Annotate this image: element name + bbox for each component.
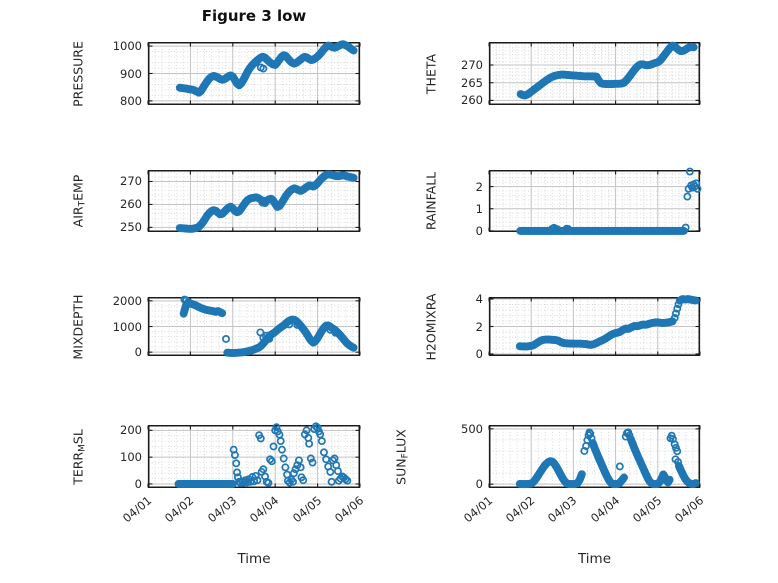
pressure-plot-area	[147, 40, 361, 105]
y-tick-label: 200	[120, 423, 142, 438]
y-tick-label: 4	[475, 292, 483, 307]
sunflux-ylabel: SUNFLUX	[393, 428, 411, 485]
y-tick-label: 260	[461, 93, 483, 108]
y-tick-label: 500	[461, 421, 483, 436]
h2omixra-plot-area	[488, 295, 701, 356]
airtemp-ylabel: AIRTEMP	[70, 174, 88, 228]
airtemp-plot-area	[147, 170, 361, 233]
y-tick-label: 2	[475, 319, 483, 334]
subplot-airtemp: AIRTEMP 250 260 270	[71, 170, 361, 234]
y-tick-label: 900	[120, 66, 142, 81]
subplot-theta: THETA 260 265 270	[424, 41, 701, 107]
x-axis-label-right: Time	[577, 551, 612, 567]
y-tick-label: 250	[120, 220, 142, 235]
y-tick-label: 1	[475, 201, 483, 216]
y-tick-label: 1000	[112, 319, 142, 334]
y-tick-label: 0	[475, 477, 483, 492]
x-axis-label-left: Time	[237, 551, 271, 567]
rainfall-plot-area	[488, 167, 702, 235]
y-tick-label: 1000	[112, 39, 142, 54]
mixdepth-ylabel: MIXDEPTH	[70, 293, 86, 360]
y-tick-label: 0	[134, 345, 142, 360]
y-tick-label: 0	[475, 346, 483, 361]
y-tick-label: 265	[461, 75, 483, 90]
terrmsl-plot-area	[147, 422, 361, 488]
subplot-terrmsl: TERRMSL 0 100 200 04/01 04/02 04/03 04/04 04/05…	[71, 422, 366, 525]
y-tick-label: 2	[475, 179, 483, 194]
sunflux-plot-area	[488, 425, 701, 489]
y-tick-label: 270	[461, 58, 483, 72]
subplot-mixdepth: MIXDEPTH 0 1000 2000	[71, 294, 361, 359]
terrmsl-ylabel: TERRMSL	[70, 428, 88, 485]
theta-plot-area	[488, 41, 701, 105]
subplot-pressure: PRESSURE 800 900 1000	[71, 39, 361, 108]
y-tick-label: 800	[120, 93, 142, 108]
y-tick-label: 270	[120, 174, 142, 189]
mixdepth-plot-area	[147, 295, 361, 357]
y-tick-label: 260	[120, 197, 142, 212]
y-tick-label: 0	[475, 223, 483, 238]
y-tick-label: 100	[120, 450, 142, 465]
subplot-sunflux: SUNFLUX 0 500 04/01 04/02 04/03 04/04 04/05 04/…	[394, 422, 707, 525]
y-tick-label: 2000	[112, 293, 142, 308]
pressure-ylabel: PRESSURE	[70, 40, 86, 107]
y-tick-label: 0	[134, 476, 142, 491]
figure-title: Figure 3 low	[201, 7, 307, 25]
